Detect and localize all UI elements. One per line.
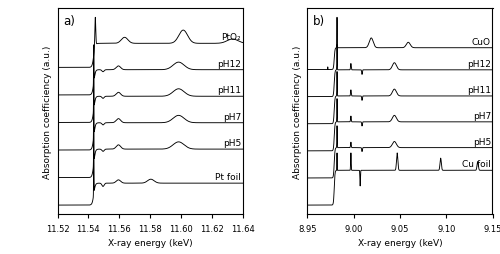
Text: pH12: pH12: [217, 59, 241, 68]
Y-axis label: Absorption coefficiency (a.u.): Absorption coefficiency (a.u.): [43, 45, 52, 178]
Text: pH12: pH12: [467, 59, 491, 69]
Text: pH11: pH11: [467, 86, 491, 94]
Text: a): a): [63, 15, 75, 28]
Text: pH11: pH11: [217, 86, 241, 95]
Text: pH5: pH5: [472, 137, 491, 146]
Text: pH7: pH7: [472, 111, 491, 120]
Text: PtO₂: PtO₂: [222, 33, 241, 41]
Y-axis label: Absorption coefficiency (a.u.): Absorption coefficiency (a.u.): [293, 45, 302, 178]
X-axis label: X-ray energy (keV): X-ray energy (keV): [358, 238, 442, 247]
Text: CuO: CuO: [472, 38, 491, 46]
Text: Pt foil: Pt foil: [215, 172, 241, 181]
Text: b): b): [313, 15, 325, 28]
Text: Cu foil: Cu foil: [462, 160, 491, 169]
Text: pH7: pH7: [223, 112, 241, 121]
Text: pH5: pH5: [223, 138, 241, 148]
X-axis label: X-ray energy (keV): X-ray energy (keV): [108, 238, 192, 247]
